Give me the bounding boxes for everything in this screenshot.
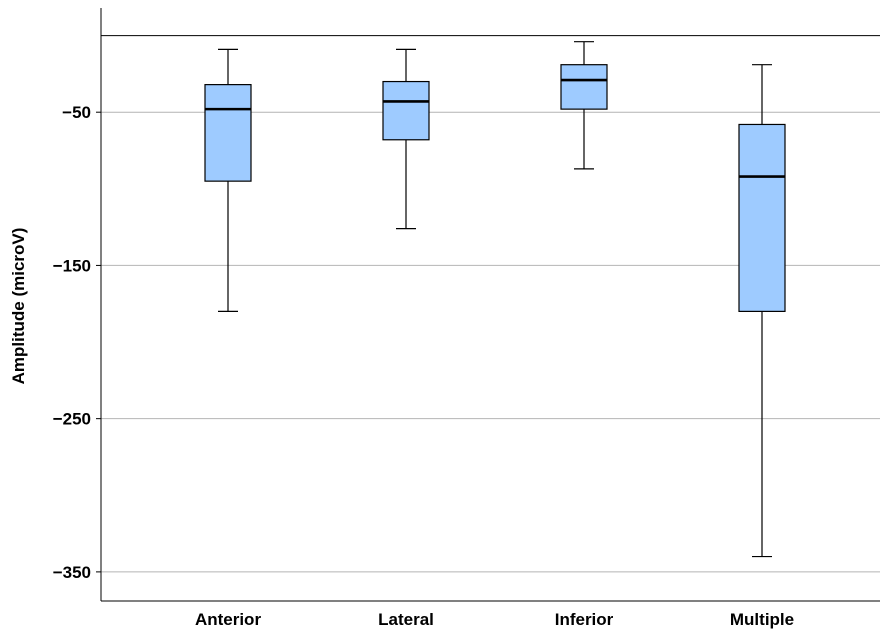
iqr-box [382, 80, 430, 141]
x-category-label: Lateral [378, 610, 434, 629]
box-series [204, 41, 786, 558]
gridlines [96, 35, 880, 573]
iqr-box [204, 84, 252, 182]
x-category-label: Inferior [555, 610, 614, 629]
y-tick-label: −350 [53, 563, 91, 582]
box-anterior [204, 48, 252, 312]
y-tick-label: −250 [53, 410, 91, 429]
labels: −50 −150 −250 −350 Anterior Lateral Inferior Mu… [53, 103, 794, 629]
box-multiple [738, 64, 786, 558]
box-lateral [382, 48, 430, 230]
x-category-label: Multiple [730, 610, 794, 629]
box-inferior [560, 41, 608, 170]
y-axis-title: Amplitude (microV) [9, 228, 28, 385]
iqr-box [738, 123, 786, 312]
x-category-label: Anterior [195, 610, 262, 629]
y-tick-label: −50 [62, 103, 91, 122]
axes [100, 8, 880, 602]
y-tick-label: −150 [53, 256, 91, 275]
iqr-box [560, 64, 608, 110]
